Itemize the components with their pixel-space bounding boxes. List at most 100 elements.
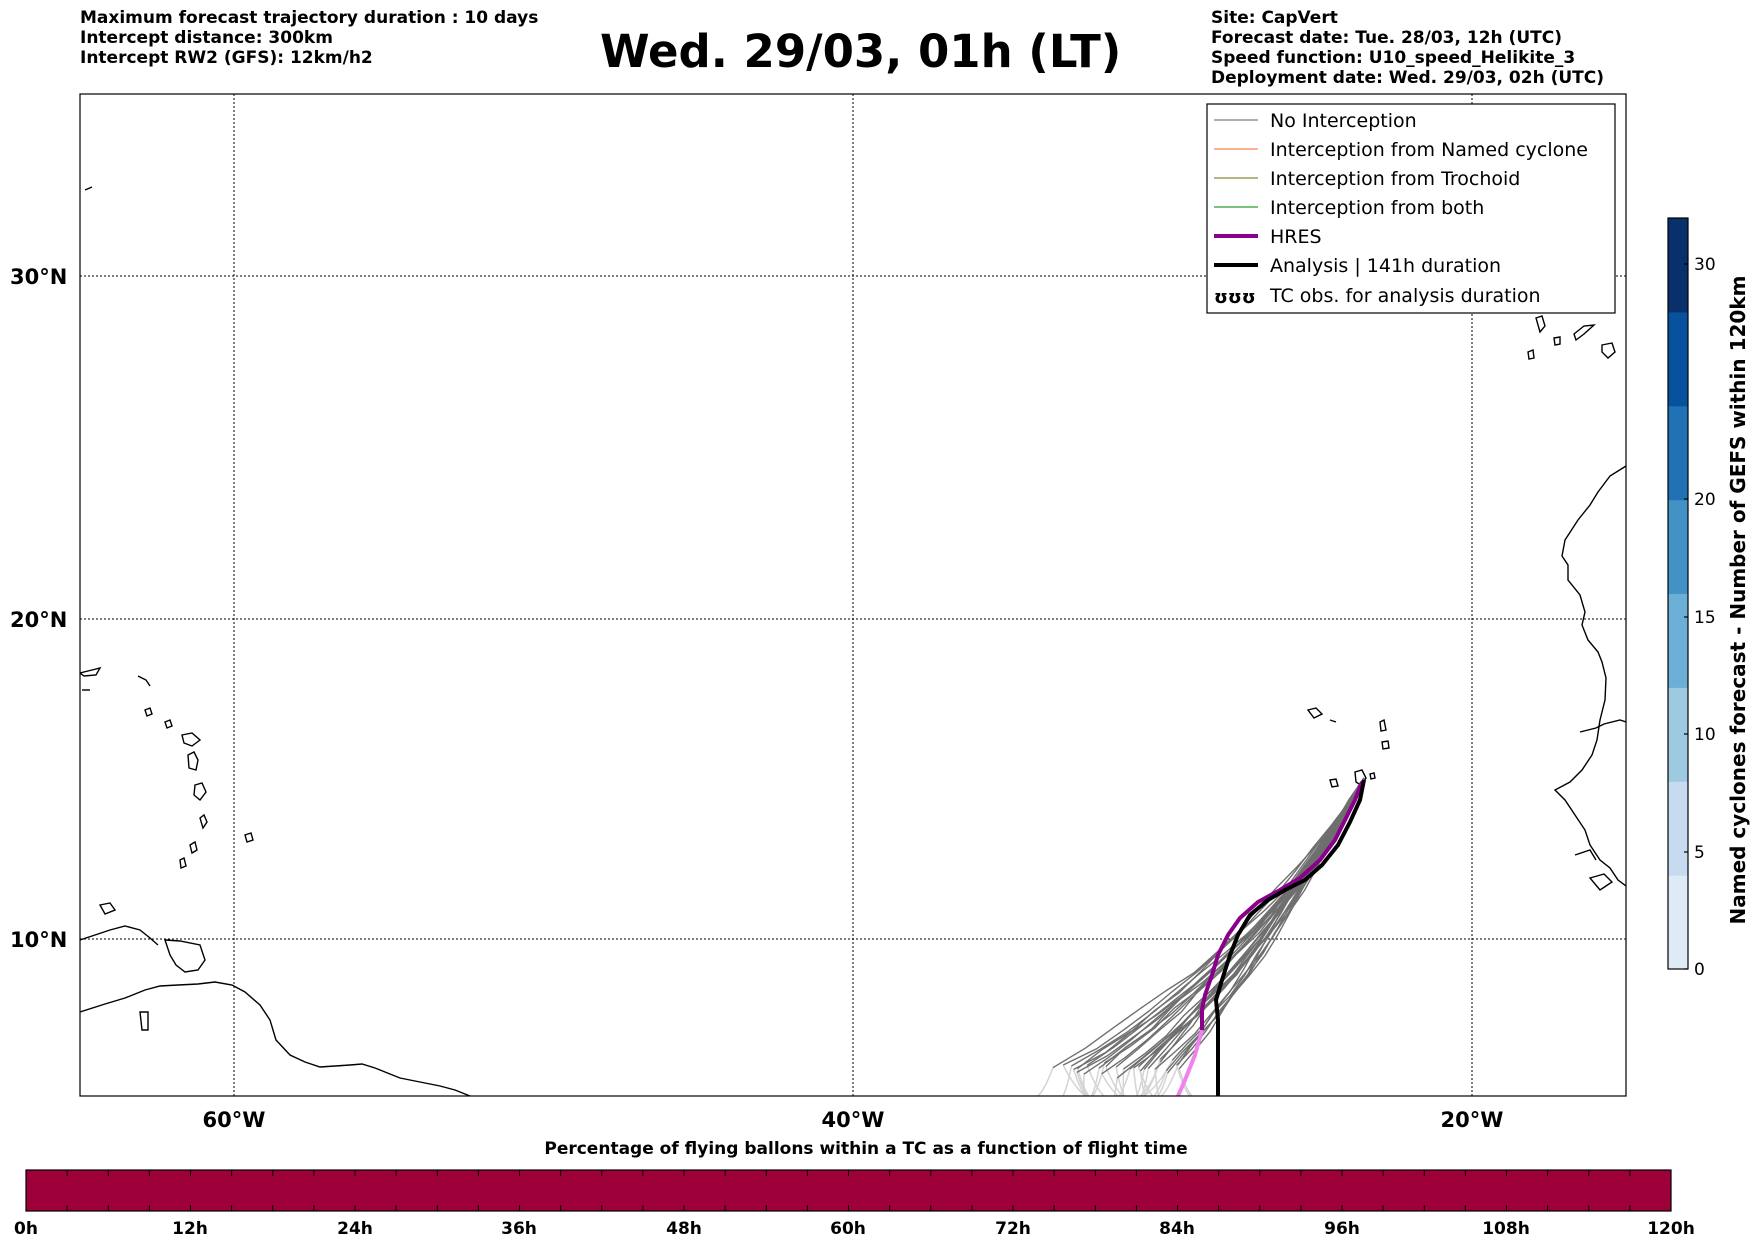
canary-island [1527, 349, 1535, 360]
time-tick-48h: 48h [666, 1219, 702, 1239]
legend-label-both: Interception from both [1270, 197, 1484, 219]
time-tick-120h: 120h [1647, 1219, 1695, 1239]
colorbar-band [1668, 593, 1688, 688]
africa-coast-detail [1579, 719, 1626, 733]
map-frame [79, 93, 1627, 1097]
africa-coast [1553, 465, 1626, 887]
forecast-date-text: Forecast date: Tue. 28/03, 12h (UTC) [1211, 28, 1562, 48]
legend-label-no-interception: No Interception [1270, 110, 1417, 132]
time-tick-12h: 12h [172, 1219, 208, 1239]
ensemble-trajectory [1115, 777, 1365, 1068]
cape-verde-island [1379, 718, 1387, 732]
lon-tick-40w: 40°W [822, 1108, 885, 1132]
faint-trajectory [1076, 1068, 1090, 1096]
faint-trajectory [1138, 1061, 1161, 1096]
ensemble-trajectory [1139, 777, 1365, 1072]
colorbar-band [1668, 687, 1688, 782]
right-colorbar: 0 5 10 15 20 30 Named cyclones forecast … [1667, 217, 1750, 980]
bottom-colorbar-title: Percentage of flying ballons within a TC… [544, 1139, 1187, 1159]
caribbean-island [179, 856, 187, 869]
no-interception-trajectories [1052, 777, 1365, 1079]
max-duration-text: Maximum forecast trajectory duration : 1… [80, 8, 539, 28]
legend-label-named-cyclone: Interception from Named cyclone [1270, 139, 1588, 161]
faint-trajectory [1141, 1059, 1173, 1096]
caribbean-island [193, 782, 207, 802]
intercept-distance-text: Intercept distance: 300km [80, 28, 333, 48]
cape-verde-island [1369, 772, 1376, 780]
faint-trajectory [1115, 1066, 1126, 1096]
caribbean-island [164, 719, 173, 729]
cbar-tick-5: 5 [1694, 843, 1705, 863]
faint-trajectory [1072, 1069, 1087, 1096]
legend-box [1206, 103, 1616, 314]
legend-label-tc-obs: TC obs. for analysis duration [1269, 285, 1541, 307]
time-tick-108h: 108h [1482, 1219, 1530, 1239]
site-text: Site: CapVert [1211, 8, 1338, 28]
lat-tick-30: 30°N [10, 265, 67, 289]
right-colorbar-bands [1668, 218, 1688, 970]
legend-label-analysis: Analysis | 141h duration [1270, 255, 1501, 277]
ensemble-trajectory [1062, 777, 1365, 1066]
right-colorbar-label: Named cyclones forecast - Number of GEFS… [1726, 276, 1750, 925]
deployment-date-text: Deployment date: Wed. 29/03, 02h (UTC) [1211, 68, 1605, 88]
caribbean-island [187, 751, 199, 771]
africa-coast-detail [1588, 873, 1614, 891]
canary-island [1601, 342, 1616, 359]
intercept-rw2-text: Intercept RW2 (GFS): 12km/h2 [80, 48, 373, 68]
faint-trajectory [1076, 1072, 1089, 1096]
legend-label-trochoid: Interception from Trochoid [1270, 168, 1520, 190]
faint-trajectory [1062, 1065, 1073, 1096]
lon-tick-20w: 20°W [1441, 1108, 1504, 1132]
canary-island [1573, 324, 1597, 342]
trinidad-island [164, 939, 206, 973]
faint-trajectory [1122, 1069, 1125, 1096]
cape-verde-island [1329, 778, 1339, 788]
caribbean-island [244, 832, 254, 843]
faint-trajectory [1137, 1066, 1154, 1096]
ensemble-trajectory [1165, 777, 1365, 1072]
time-tick-60h: 60h [830, 1219, 866, 1239]
hres-faint-trajectory [1176, 1029, 1204, 1096]
time-tick-36h: 36h [501, 1219, 537, 1239]
faint-trajectory [1139, 1070, 1146, 1096]
forecast-parameters: Maximum forecast trajectory duration : 1… [80, 8, 538, 68]
right-colorbar-tick-labels: 0 5 10 15 20 30 [1694, 255, 1716, 980]
legend-label-hres: HRES [1270, 226, 1322, 248]
caribbean-island [189, 840, 198, 855]
cbar-tick-10: 10 [1694, 725, 1716, 745]
faint-trajectory [1140, 1068, 1150, 1096]
africa-coast-detail [1574, 849, 1597, 861]
time-tick-84h: 84h [1159, 1219, 1195, 1239]
lat-tick-20: 20°N [10, 608, 67, 632]
venezuela-north-coast [80, 925, 159, 946]
caribbean-island [199, 813, 208, 830]
caribbean-island [98, 902, 117, 915]
analysis-trajectory [1213, 779, 1366, 1096]
canary-island [1535, 315, 1546, 334]
south-america-coast [80, 981, 471, 1096]
speed-function-text: Speed function: U10_speed_Helikite_3 [1211, 48, 1576, 68]
ensemble-trajectory [1077, 777, 1365, 1070]
time-tick-96h: 96h [1324, 1219, 1360, 1239]
cape-verde-island [1306, 707, 1324, 719]
faint-trajectory [1132, 1067, 1139, 1096]
axis-tick-labels: 30°N 20°N 10°N 60°W 40°W 20°W [10, 265, 1503, 1132]
faint-trajectory [1090, 1068, 1100, 1096]
faint-trajectory [1118, 1068, 1131, 1096]
colorbar-band [1668, 218, 1688, 313]
faint-trajectory [1152, 1070, 1168, 1096]
faint-trajectory [1175, 1064, 1191, 1096]
faint-trajectory [1157, 1072, 1169, 1096]
legend: No Interception Interception from Named … [1206, 103, 1616, 314]
colorbar-band [1668, 499, 1688, 594]
cbar-tick-30: 30 [1694, 255, 1716, 275]
cbar-tick-20: 20 [1694, 490, 1716, 510]
right-colorbar-frame [1667, 217, 1689, 970]
right-colorbar-ticks [1684, 263, 1688, 970]
caribbean-island [181, 732, 202, 747]
canary-island [1553, 336, 1561, 346]
ensemble-trajectory [1143, 777, 1365, 1071]
time-tick-0h: 0h [14, 1219, 38, 1239]
faint-trajectory [1083, 1074, 1085, 1096]
caribbean-island [84, 186, 93, 191]
